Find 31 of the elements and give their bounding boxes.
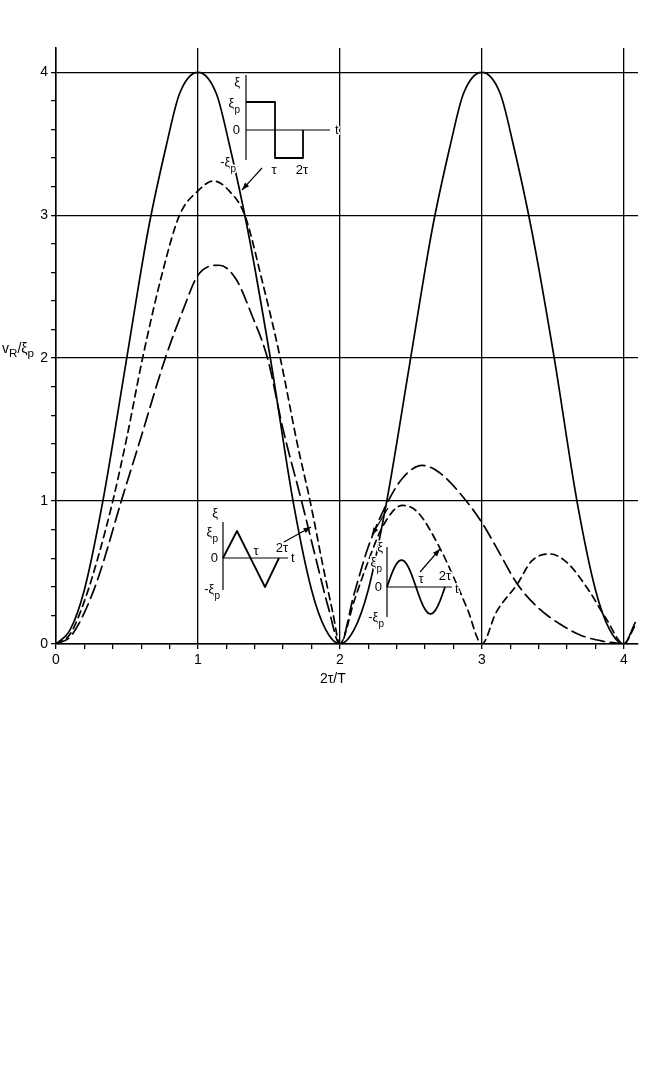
annotation: t bbox=[291, 550, 295, 565]
x-tick-label: 3 bbox=[477, 651, 486, 668]
annotation: 0 bbox=[210, 550, 218, 565]
annotation: ξ bbox=[212, 505, 219, 520]
annotation: τ bbox=[418, 571, 425, 586]
y-tick-label: 4 bbox=[40, 63, 49, 80]
annotation: ξ$_{p}$ bbox=[228, 95, 241, 115]
annotation: 2τ bbox=[438, 568, 453, 583]
annotation: t bbox=[335, 122, 339, 137]
y-tick-label: 1 bbox=[40, 491, 49, 508]
annotation: 0 bbox=[374, 579, 382, 594]
x-tick-label: 1 bbox=[194, 651, 203, 668]
x-axis-title: 2τ/T bbox=[320, 670, 346, 686]
y-tick-label: 0 bbox=[40, 634, 49, 651]
y-tick-label: 3 bbox=[40, 206, 49, 223]
annotation: τ bbox=[253, 543, 260, 558]
annotation: -ξ$_{p}$ bbox=[204, 581, 221, 601]
x-tick-label: 4 bbox=[619, 651, 628, 668]
x-tick-label: 0 bbox=[52, 651, 61, 668]
annotation: -ξ$_{p}$ bbox=[368, 609, 385, 629]
y-axis-title: v$_{R}$/ξ$_{p}$ bbox=[2, 340, 35, 359]
annotation: ξ$_{p}$ bbox=[206, 524, 219, 544]
y-tick-label: 2 bbox=[40, 349, 49, 366]
annotation: t bbox=[455, 581, 459, 596]
annotation: τ bbox=[271, 162, 278, 177]
x-tick-label: 2 bbox=[336, 651, 344, 668]
annotation: ξ$_{p}$ bbox=[370, 554, 383, 574]
annotation: 0 bbox=[232, 122, 240, 137]
annotation: 2τ bbox=[295, 162, 310, 177]
annotation: ξ bbox=[234, 74, 241, 89]
annotation: 2τ bbox=[275, 540, 290, 555]
